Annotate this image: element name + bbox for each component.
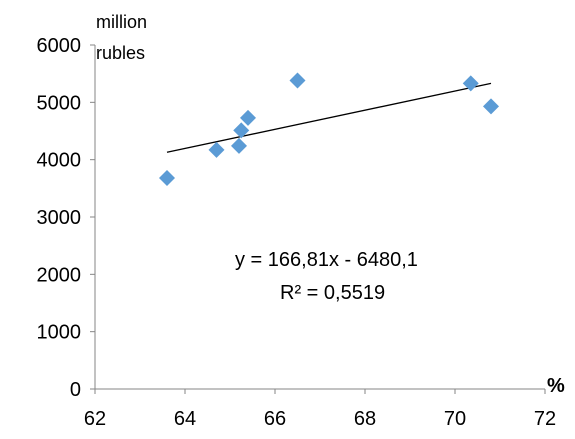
data-point xyxy=(240,109,256,126)
x-tick-label: 66 xyxy=(264,408,286,430)
y-tick-label: 5000 xyxy=(37,92,82,114)
data-point xyxy=(208,141,225,158)
data-point xyxy=(483,98,499,115)
y-tick-label: 3000 xyxy=(37,207,82,229)
trendline-group xyxy=(166,82,492,153)
y-tick-label: 0 xyxy=(70,379,81,401)
x-tick-label: 62 xyxy=(84,408,106,430)
y-axis-label-line-1: million xyxy=(96,12,147,32)
x-tick-label: 72 xyxy=(534,408,556,430)
data-point xyxy=(233,122,250,139)
data-point xyxy=(289,72,306,89)
x-tick-label: 64 xyxy=(174,408,196,430)
x-tick-label: 70 xyxy=(444,408,466,430)
trendline xyxy=(166,82,492,153)
x-tick-labels: 62 64 66 68 70 72 xyxy=(84,389,556,430)
y-axis-label-line-2: rubles xyxy=(96,43,145,63)
r-squared-label: R² = 0,5519 xyxy=(280,282,385,304)
y-tick-label: 1000 xyxy=(37,322,82,344)
y-tick-labels: 0 1000 2000 3000 4000 5000 6000 xyxy=(37,35,95,401)
y-tick-label: 6000 xyxy=(37,35,82,57)
trendline-equation: y = 166,81x - 6480,1 xyxy=(235,249,418,271)
data-point xyxy=(462,75,479,92)
x-axis-label: % xyxy=(547,375,565,397)
x-tick-label: 68 xyxy=(354,408,376,430)
y-tick-label: 4000 xyxy=(37,150,82,172)
data-point xyxy=(159,170,175,187)
data-point xyxy=(231,137,247,154)
data-points xyxy=(159,72,499,187)
y-tick-label: 2000 xyxy=(37,264,82,286)
axes-group xyxy=(94,45,545,390)
